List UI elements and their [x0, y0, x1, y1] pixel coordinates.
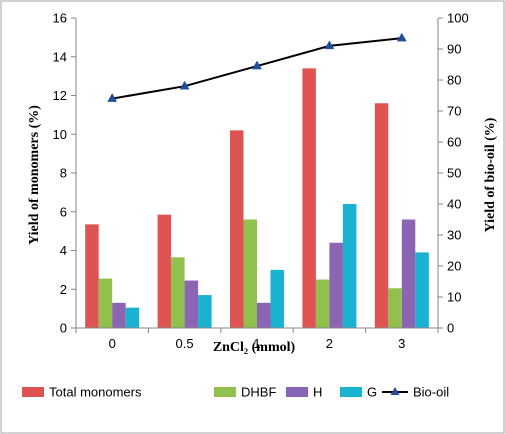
legend-swatch-g — [340, 387, 362, 397]
y2-axis-title: Yield of bio-oil (%) — [483, 117, 498, 232]
legend-label-total-monomers: Total monomers — [49, 385, 142, 400]
y2-tick-label: 80 — [447, 73, 461, 88]
bar-g-0.5 — [198, 295, 212, 328]
legend-label-h: H — [313, 385, 322, 400]
bar-h-2 — [329, 242, 343, 328]
legend-label-bio-oil: Bio-oil — [413, 385, 449, 400]
line-layer — [107, 32, 407, 102]
y-tick-label: 10 — [53, 127, 67, 142]
bar-dhbf-0.5 — [171, 257, 185, 328]
point-bio-oil-1 — [252, 60, 262, 70]
point-bio-oil-0 — [107, 93, 118, 102]
y2-tick-label: 0 — [447, 321, 454, 336]
bar-h-1 — [257, 302, 271, 328]
x-tick-label: 0 — [109, 336, 116, 351]
y-tick-label: 12 — [53, 88, 67, 103]
bar-h-0.5 — [184, 280, 199, 328]
y-tick-label: 8 — [60, 166, 67, 181]
bar-h-3 — [401, 219, 416, 328]
point-bio-oil-2 — [324, 40, 335, 50]
legend: Total monomers DHBF H G Bio-oil — [22, 385, 449, 400]
y2-tick-label: 70 — [447, 104, 461, 119]
legend-swatch-total-monomers — [22, 387, 44, 397]
y2-tick-label: 10 — [447, 290, 461, 305]
x-tick-label: 3 — [398, 336, 405, 351]
bar-g-1 — [270, 269, 284, 328]
bar-h-0 — [112, 302, 126, 328]
y2-tick-label: 60 — [447, 135, 461, 150]
bar-total-monomers-0.5 — [157, 214, 172, 328]
bar-total-monomers-1 — [230, 130, 244, 328]
y-tick-label: 16 — [53, 11, 67, 26]
y-axis-title: Yield of monomers (%) — [27, 105, 42, 245]
legend-swatch-h — [286, 387, 308, 397]
y2-tick-label: 20 — [447, 259, 461, 274]
y-tick-label: 6 — [60, 204, 67, 219]
point-bio-oil-3 — [396, 32, 407, 42]
bar-total-monomers-2 — [302, 68, 316, 328]
bars-layer — [85, 68, 429, 328]
x-axis-title: ZnCl₂ (mmol) — [213, 340, 296, 355]
y2-tick-label: 30 — [447, 228, 461, 243]
legend-label-g: G — [367, 385, 377, 400]
x-tick-label: 2 — [326, 336, 333, 351]
bar-dhbf-3 — [388, 288, 402, 328]
y2-tick-label: 40 — [447, 197, 461, 212]
legend-swatch-dhbf — [214, 387, 236, 397]
bar-dhbf-2 — [315, 279, 330, 328]
point-bio-oil-0.5 — [179, 80, 190, 90]
y-tick-label: 14 — [53, 49, 67, 64]
y2-tick-label: 90 — [447, 42, 461, 57]
y-tick-label: 0 — [60, 321, 67, 336]
y-tick-label: 2 — [60, 282, 67, 297]
y-tick-label: 4 — [60, 243, 67, 258]
legend-label-dhbf: DHBF — [241, 385, 276, 400]
bar-total-monomers-0 — [85, 224, 99, 328]
bar-dhbf-0 — [98, 278, 113, 328]
axes-layer — [71, 17, 443, 333]
bar-g-2 — [342, 204, 357, 328]
x-tick-label: 0.5 — [176, 336, 194, 351]
x-tick-label: 1 — [253, 336, 260, 351]
legend-marker-bio-oil — [390, 387, 400, 395]
bar-dhbf-1 — [243, 219, 257, 328]
y2-tick-label: 100 — [447, 11, 469, 26]
bar-g-3 — [415, 252, 429, 328]
y2-tick-label: 50 — [447, 166, 461, 181]
bar-total-monomers-3 — [374, 103, 389, 328]
bar-g-0 — [125, 307, 140, 328]
